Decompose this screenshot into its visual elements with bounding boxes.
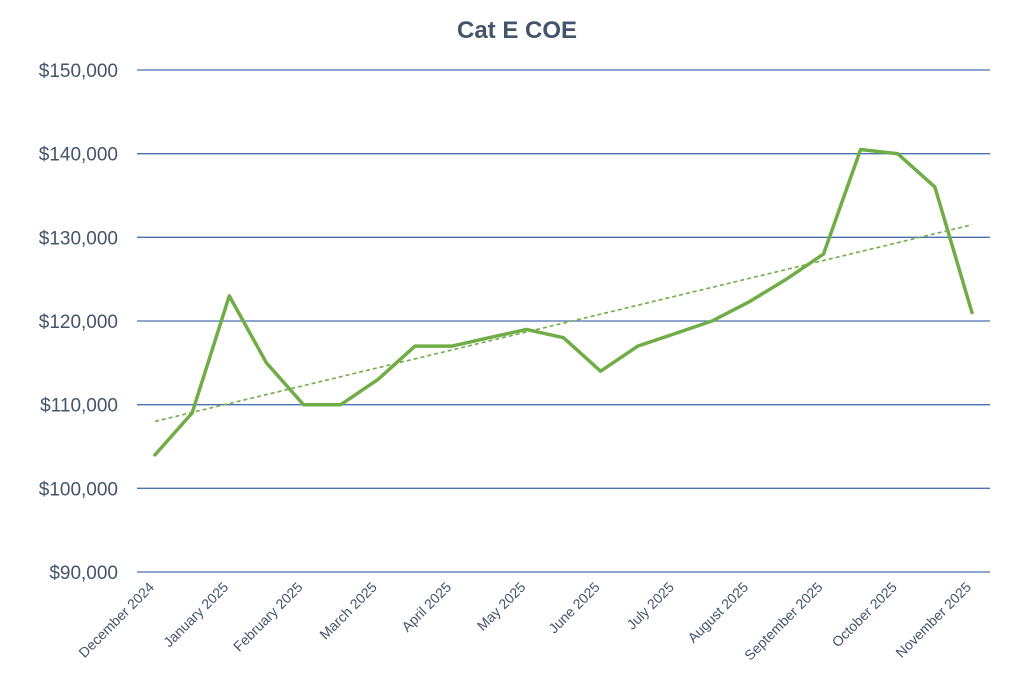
y-tick-label: $90,000 — [49, 563, 118, 584]
series-layer — [153, 147, 974, 457]
trendline — [154, 224, 973, 423]
x-tick-label: April 2025 — [398, 579, 454, 635]
x-tick-label: May 2025 — [474, 579, 529, 634]
x-tick-label: January 2025 — [160, 579, 231, 650]
gridlines — [137, 69, 990, 573]
x-tick-label: June 2025 — [545, 579, 603, 637]
trendline-layer — [154, 224, 973, 423]
x-tick-label: September 2025 — [741, 579, 826, 664]
y-tick-label: $120,000 — [39, 312, 118, 333]
x-tick-label: December 2024 — [75, 579, 157, 661]
y-tick-label: $130,000 — [39, 228, 118, 249]
x-tick-label: November 2025 — [892, 579, 974, 661]
chart-title: Cat E COE — [457, 17, 577, 44]
x-tick-label: August 2025 — [684, 579, 751, 646]
y-tick-label: $100,000 — [39, 479, 118, 500]
y-tick-label: $140,000 — [39, 145, 118, 166]
x-tick-label: February 2025 — [230, 579, 306, 655]
x-tick-label: March 2025 — [316, 579, 380, 643]
x-tick-label: October 2025 — [829, 579, 900, 650]
y-tick-label: $110,000 — [40, 396, 118, 417]
series-line — [153, 147, 974, 457]
y-tick-label: $150,000 — [39, 61, 118, 82]
y-axis-labels: $90,000 $100,000 $110,000 $120,000 $130,000 $… — [39, 61, 118, 584]
x-tick-label: July 2025 — [623, 579, 677, 633]
